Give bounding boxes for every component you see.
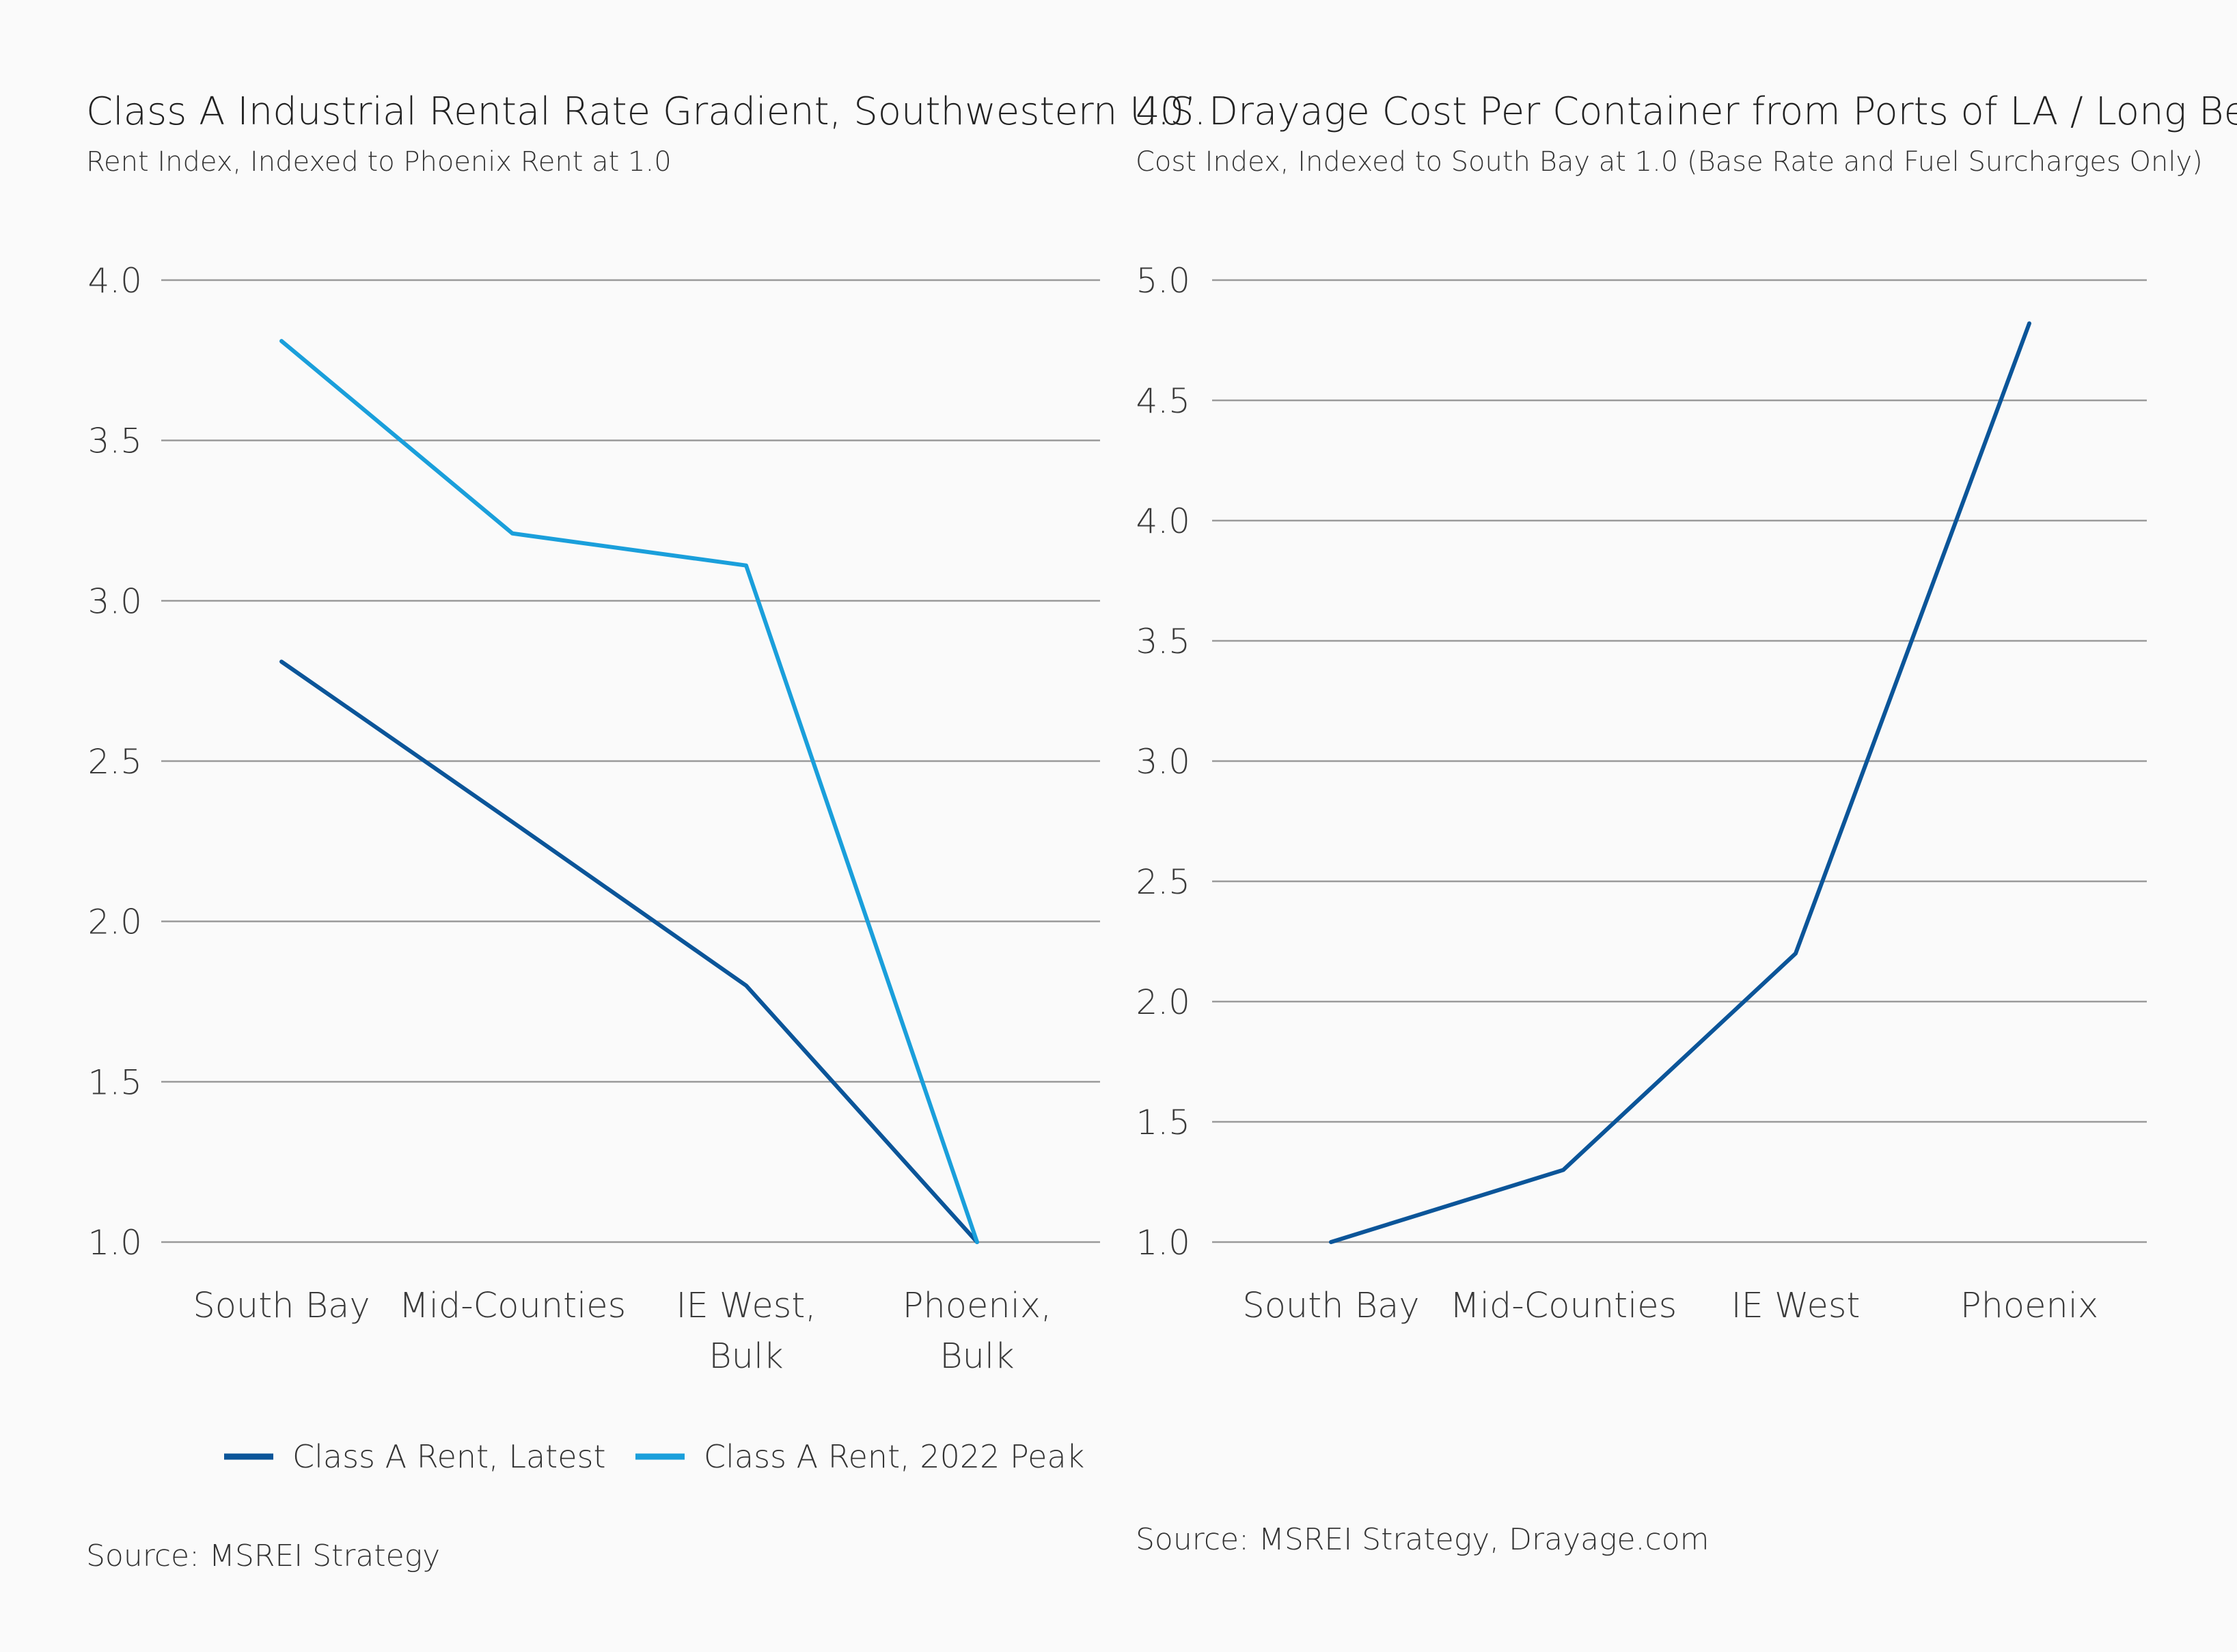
y-tick-label: 3.0 <box>87 581 142 621</box>
plot-area: 1.0 1.5 2.0 2.5 3.0 3.5 4.0 4.5 5.0 South Bay Mid-… <box>1136 261 2147 1326</box>
y-tick-label: 4.0 <box>87 261 142 301</box>
y-tick-label: 5.0 <box>1136 261 1190 301</box>
y-tick-label: 2.5 <box>1136 862 1190 902</box>
y-tick-label: 4.0 <box>1136 501 1190 541</box>
chart-subtitle: Cost Index, Indexed to South Bay at 1.0 … <box>1136 146 2203 178</box>
chart-title: Class A Industrial Rental Rate Gradient,… <box>86 90 1206 134</box>
source-note: Source: MSREI Strategy, Drayage.com <box>1136 1522 1710 1557</box>
source-note: Source: MSREI Strategy <box>86 1539 440 1573</box>
y-tick-label: 1.5 <box>87 1062 142 1102</box>
x-tick-label: Mid-Counties <box>1450 1286 1677 1326</box>
x-tick-label: Phoenix <box>1960 1286 2098 1326</box>
x-tick-label: IE West <box>1731 1286 1861 1326</box>
y-tick-label: 2.5 <box>87 742 142 782</box>
y-tick-label: 2.0 <box>1136 982 1190 1022</box>
chart-title: 40’ Drayage Cost Per Container from Port… <box>1136 90 2237 134</box>
x-tick-label: Phoenix, Bulk <box>903 1286 1052 1377</box>
x-tick-label: South Bay <box>193 1286 370 1326</box>
y-tick-label: 4.5 <box>1136 381 1190 421</box>
y-tick-label: 3.5 <box>87 422 142 461</box>
legend-label-2022-peak: Class A Rent, 2022 Peak <box>704 1438 1084 1475</box>
x-tick-label: South Bay <box>1242 1286 1419 1326</box>
y-tick-label: 1.5 <box>1136 1103 1190 1142</box>
series-line-class-a-rent-latest <box>279 659 979 1244</box>
y-tick-label: 3.0 <box>1136 742 1190 782</box>
y-tick-label: 3.5 <box>1136 622 1190 661</box>
y-tick-label: 1.0 <box>87 1223 142 1263</box>
series-line-class-a-rent-2022-peak <box>279 339 979 1244</box>
drayage-cost-chart: 40’ Drayage Cost Per Container from Port… <box>1136 90 2237 1557</box>
y-tick-label: 2.0 <box>87 903 142 942</box>
x-tick-label: Mid-Counties <box>399 1286 627 1326</box>
x-tick-label: IE West, Bulk <box>676 1286 816 1377</box>
rent-gradient-chart: Class A Industrial Rental Rate Gradient,… <box>86 90 1206 1573</box>
plot-area: 1.0 1.5 2.0 2.5 3.0 3.5 4.0 South Bay Mid-Counti… <box>87 261 1100 1377</box>
chart-subtitle: Rent Index, Indexed to Phoenix Rent at 1… <box>86 146 672 178</box>
legend: Class A Rent, Latest Class A Rent, 2022 … <box>224 1438 1084 1475</box>
y-tick-label: 1.0 <box>1136 1223 1190 1263</box>
legend-label-latest: Class A Rent, Latest <box>292 1438 606 1475</box>
series-line <box>1329 321 2031 1244</box>
